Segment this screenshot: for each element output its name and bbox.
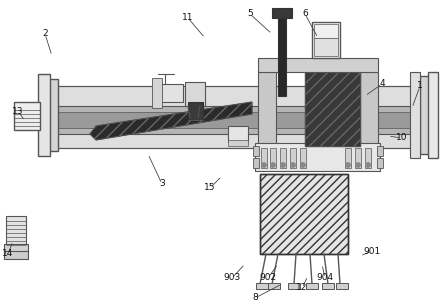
Bar bbox=[261, 148, 267, 168]
Bar bbox=[305, 68, 360, 146]
Bar bbox=[48, 106, 430, 134]
Bar bbox=[188, 102, 203, 120]
Bar bbox=[4, 251, 28, 259]
Bar bbox=[314, 38, 338, 56]
Text: 5: 5 bbox=[247, 9, 253, 18]
Text: 15: 15 bbox=[204, 184, 216, 192]
Bar bbox=[306, 283, 318, 289]
Bar bbox=[48, 126, 430, 148]
Bar bbox=[270, 148, 276, 168]
Bar bbox=[336, 283, 348, 289]
Text: 2: 2 bbox=[42, 29, 48, 39]
Bar bbox=[314, 24, 338, 38]
Circle shape bbox=[281, 163, 285, 167]
Text: 6: 6 bbox=[302, 9, 308, 18]
Bar bbox=[4, 244, 28, 253]
Bar bbox=[260, 174, 348, 254]
Bar bbox=[48, 112, 430, 128]
Bar bbox=[185, 82, 205, 106]
Text: 3: 3 bbox=[159, 180, 165, 188]
Bar bbox=[312, 22, 340, 58]
Bar bbox=[255, 143, 380, 171]
Text: 902: 902 bbox=[260, 274, 276, 282]
Bar bbox=[253, 158, 259, 168]
Bar bbox=[420, 76, 430, 154]
Bar bbox=[428, 72, 438, 158]
Text: 14: 14 bbox=[2, 249, 14, 259]
Bar bbox=[345, 148, 351, 168]
Bar bbox=[355, 148, 361, 168]
Bar bbox=[278, 14, 286, 96]
Circle shape bbox=[301, 163, 305, 167]
Bar bbox=[152, 78, 162, 108]
Bar bbox=[258, 58, 378, 72]
Circle shape bbox=[291, 163, 295, 167]
Circle shape bbox=[356, 163, 360, 167]
Bar bbox=[377, 158, 383, 168]
Bar bbox=[48, 79, 58, 151]
Polygon shape bbox=[90, 102, 252, 140]
Bar bbox=[260, 174, 348, 254]
Bar bbox=[228, 126, 248, 142]
Bar bbox=[155, 84, 183, 102]
Bar bbox=[228, 140, 248, 146]
Text: 901: 901 bbox=[363, 247, 381, 256]
Text: 13: 13 bbox=[12, 106, 24, 115]
Text: 11: 11 bbox=[182, 13, 194, 23]
Circle shape bbox=[262, 163, 266, 167]
Bar bbox=[38, 74, 50, 156]
Bar bbox=[322, 283, 334, 289]
Bar bbox=[300, 148, 306, 168]
Bar bbox=[377, 146, 383, 156]
Bar bbox=[305, 68, 360, 146]
Bar bbox=[48, 86, 430, 108]
Bar bbox=[258, 72, 276, 150]
Bar bbox=[280, 148, 286, 168]
Bar bbox=[290, 148, 296, 168]
Circle shape bbox=[366, 163, 370, 167]
Bar bbox=[360, 72, 378, 150]
Bar bbox=[288, 283, 300, 289]
Bar bbox=[14, 102, 40, 130]
Bar bbox=[6, 216, 26, 246]
Bar bbox=[256, 283, 268, 289]
Text: 903: 903 bbox=[223, 274, 241, 282]
Circle shape bbox=[346, 163, 350, 167]
Text: 12: 12 bbox=[296, 283, 308, 293]
Text: 1: 1 bbox=[417, 81, 423, 91]
Bar bbox=[272, 8, 292, 18]
Text: 10: 10 bbox=[396, 133, 408, 143]
Text: 8: 8 bbox=[252, 293, 258, 303]
Circle shape bbox=[271, 163, 275, 167]
Text: 904: 904 bbox=[316, 274, 334, 282]
Bar bbox=[410, 72, 420, 158]
Text: 4: 4 bbox=[379, 80, 385, 88]
Bar bbox=[365, 148, 371, 168]
Bar bbox=[268, 283, 280, 289]
Bar bbox=[253, 146, 259, 156]
